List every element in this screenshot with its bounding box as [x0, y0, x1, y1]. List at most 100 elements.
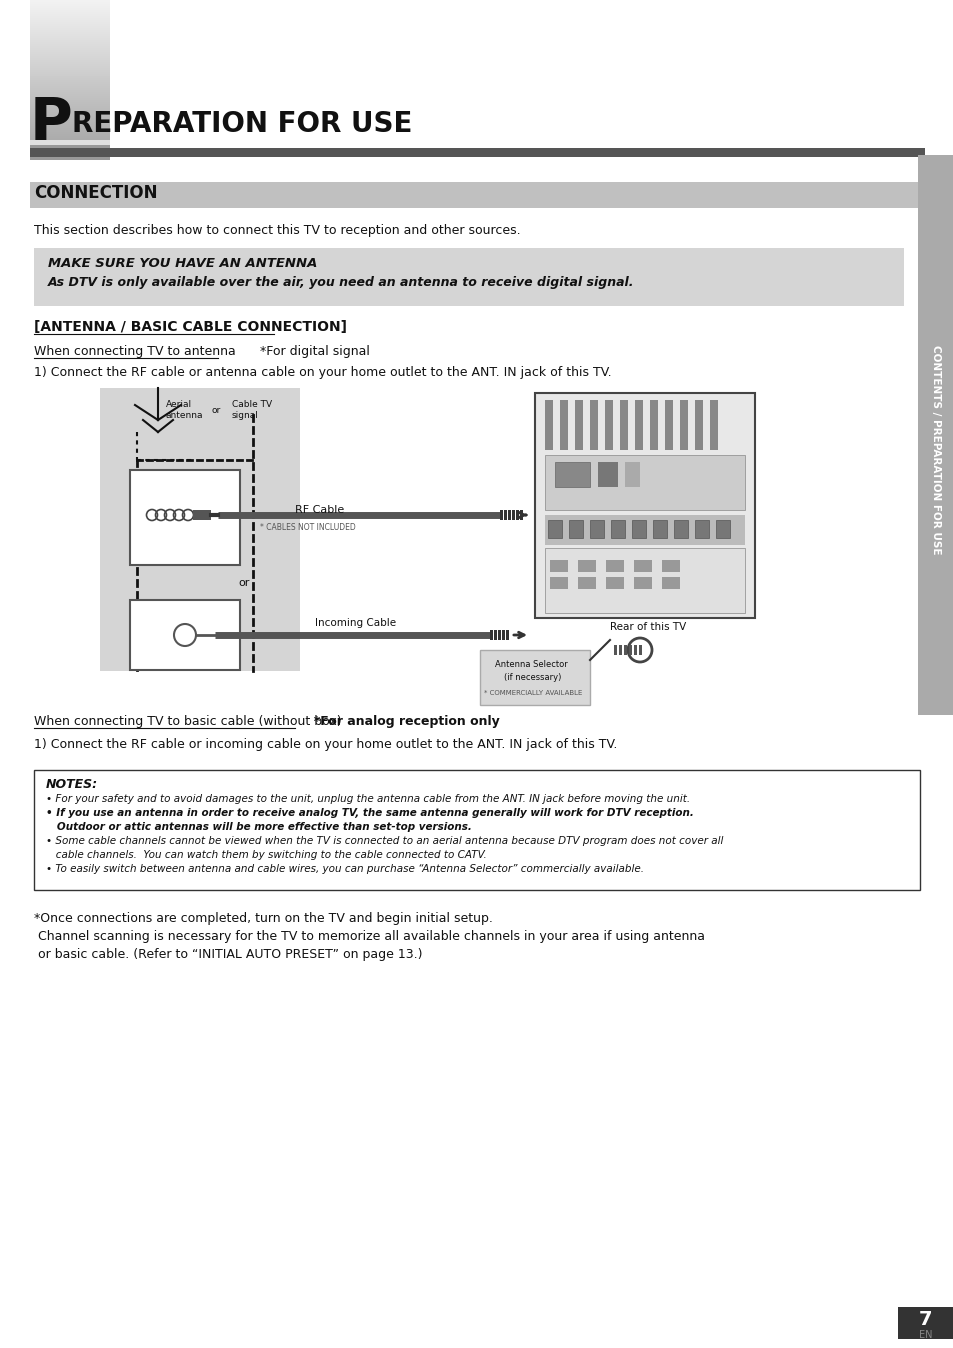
Bar: [605, 577, 623, 589]
Bar: [30, 106, 110, 108]
Bar: [30, 100, 110, 102]
Bar: [30, 50, 110, 53]
Bar: [30, 1, 110, 4]
Bar: [30, 8, 110, 9]
Bar: [30, 18, 110, 20]
Bar: [30, 148, 924, 156]
Bar: [501, 630, 504, 640]
Bar: [30, 12, 110, 13]
Bar: [30, 44, 110, 46]
Bar: [30, 42, 110, 44]
Bar: [30, 32, 110, 34]
Bar: [30, 42, 110, 44]
Text: • For your safety and to avoid damages to the unit, unplug the antenna cable fro: • For your safety and to avoid damages t…: [46, 794, 689, 803]
Text: • To easily switch between antenna and cable wires, you can purchase “Antenna Se: • To easily switch between antenna and c…: [46, 864, 643, 874]
Bar: [30, 57, 110, 58]
Bar: [30, 74, 110, 75]
Bar: [30, 16, 110, 18]
Bar: [30, 53, 110, 54]
Text: or basic cable. (Refer to “INITIAL AUTO PRESET” on page 13.): or basic cable. (Refer to “INITIAL AUTO …: [34, 948, 422, 961]
Bar: [30, 61, 110, 62]
Bar: [578, 577, 596, 589]
Bar: [555, 462, 589, 487]
Bar: [673, 520, 687, 538]
Bar: [34, 248, 903, 306]
Bar: [30, 132, 110, 133]
Bar: [30, 49, 110, 50]
Bar: [652, 520, 666, 538]
Bar: [30, 129, 110, 132]
Bar: [30, 36, 110, 38]
Bar: [664, 400, 672, 450]
Bar: [30, 88, 110, 90]
Bar: [30, 137, 110, 140]
Bar: [30, 50, 110, 53]
Bar: [30, 123, 110, 124]
Bar: [30, 120, 110, 123]
Bar: [30, 88, 110, 90]
Bar: [544, 549, 744, 613]
Text: *For digital signal: *For digital signal: [252, 345, 370, 359]
Bar: [30, 115, 110, 116]
Text: Antenna Selector: Antenna Selector: [495, 661, 567, 669]
Bar: [695, 520, 708, 538]
Bar: [661, 577, 679, 589]
Bar: [30, 63, 110, 66]
Bar: [490, 630, 493, 640]
Bar: [30, 26, 110, 28]
Bar: [30, 111, 110, 112]
Bar: [30, 9, 110, 12]
Bar: [30, 32, 110, 34]
Text: (if necessary): (if necessary): [503, 673, 560, 682]
Bar: [30, 133, 110, 136]
Text: 1) Connect the RF cable or antenna cable on your home outlet to the ANT. IN jack: 1) Connect the RF cable or antenna cable…: [34, 367, 611, 379]
Bar: [544, 400, 553, 450]
Bar: [30, 128, 110, 129]
Bar: [30, 62, 110, 63]
Bar: [30, 44, 110, 46]
Bar: [30, 78, 110, 80]
Text: * CABLES NOT INCLUDED: * CABLES NOT INCLUDED: [260, 523, 355, 532]
Bar: [30, 142, 110, 144]
Bar: [30, 98, 110, 100]
Bar: [559, 400, 567, 450]
Bar: [30, 26, 110, 28]
Bar: [30, 112, 110, 115]
Bar: [568, 520, 582, 538]
Bar: [30, 75, 110, 78]
Bar: [624, 462, 639, 487]
Text: RF Cable: RF Cable: [294, 506, 344, 515]
Bar: [544, 456, 744, 510]
Bar: [30, 119, 110, 120]
Text: Cable TV: Cable TV: [232, 400, 272, 408]
Bar: [30, 13, 110, 16]
Bar: [30, 146, 110, 148]
Text: [ANTENNA / BASIC CABLE CONNECTION]: [ANTENNA / BASIC CABLE CONNECTION]: [34, 319, 347, 334]
Bar: [547, 520, 561, 538]
Bar: [30, 30, 110, 32]
Bar: [639, 644, 641, 655]
Text: EN: EN: [919, 1330, 932, 1340]
Bar: [100, 388, 299, 671]
Text: * COMMERCIALLY AVAILABLE: * COMMERCIALLY AVAILABLE: [483, 690, 581, 696]
Bar: [618, 644, 621, 655]
Bar: [30, 5, 110, 8]
Bar: [30, 0, 110, 146]
Bar: [30, 8, 110, 9]
Bar: [30, 116, 110, 119]
Bar: [30, 152, 110, 154]
Bar: [30, 158, 110, 160]
Text: When connecting TV to antenna: When connecting TV to antenna: [34, 345, 235, 359]
Bar: [30, 111, 110, 112]
Bar: [619, 400, 627, 450]
Bar: [30, 30, 110, 32]
Bar: [30, 66, 110, 67]
Bar: [512, 510, 515, 520]
Bar: [544, 515, 744, 545]
Bar: [30, 62, 110, 63]
Bar: [30, 129, 110, 132]
Bar: [30, 140, 110, 142]
Bar: [578, 559, 596, 572]
Bar: [649, 400, 658, 450]
Bar: [30, 4, 110, 5]
